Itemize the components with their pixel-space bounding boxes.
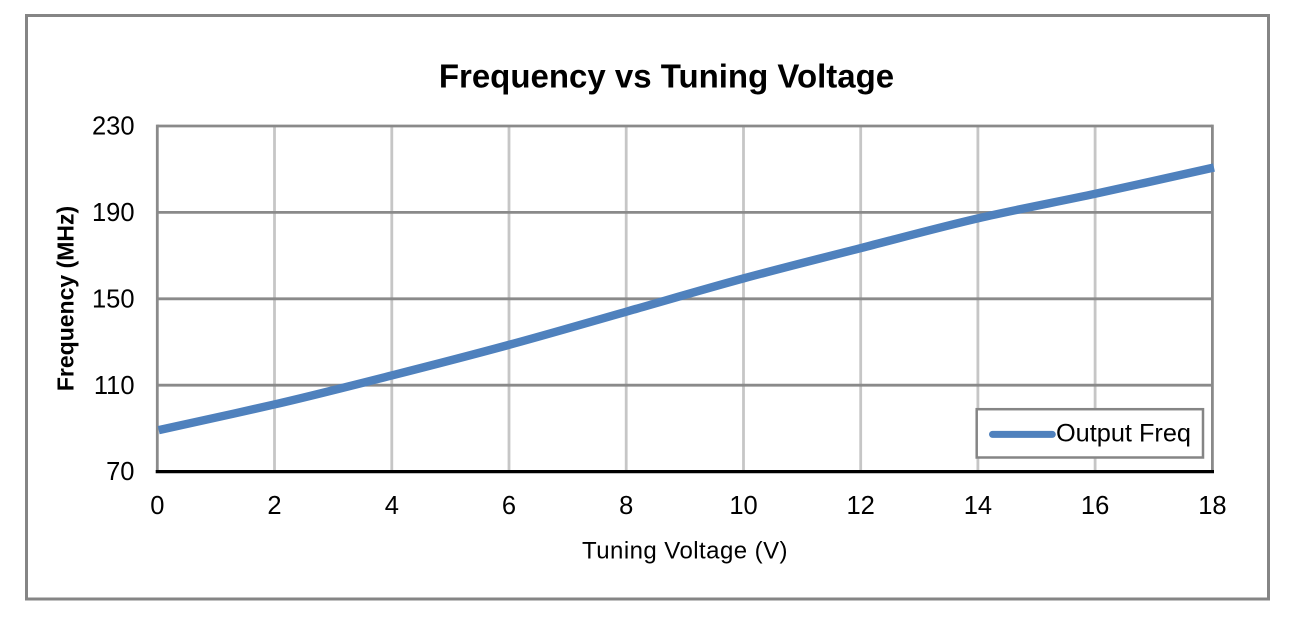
svg-text:10: 10 bbox=[729, 492, 757, 520]
svg-text:18: 18 bbox=[1198, 492, 1226, 520]
svg-text:230: 230 bbox=[92, 113, 135, 141]
svg-text:110: 110 bbox=[94, 372, 135, 400]
svg-text:190: 190 bbox=[92, 199, 135, 227]
svg-text:2: 2 bbox=[267, 492, 281, 520]
svg-text:0: 0 bbox=[150, 492, 164, 520]
svg-text:8: 8 bbox=[619, 492, 633, 520]
svg-text:Frequency (MHz): Frequency (MHz) bbox=[53, 206, 79, 391]
svg-text:12: 12 bbox=[847, 492, 875, 520]
svg-text:Frequency vs Tuning Voltage: Frequency vs Tuning Voltage bbox=[439, 58, 894, 95]
svg-text:6: 6 bbox=[502, 492, 516, 520]
svg-text:Output Freq: Output Freq bbox=[1056, 419, 1191, 447]
svg-text:14: 14 bbox=[964, 492, 992, 520]
svg-text:16: 16 bbox=[1081, 492, 1109, 520]
svg-text:70: 70 bbox=[106, 458, 134, 486]
svg-text:Tuning Voltage (V): Tuning Voltage (V) bbox=[582, 537, 788, 564]
svg-text:4: 4 bbox=[385, 492, 399, 520]
svg-text:150: 150 bbox=[92, 285, 135, 313]
